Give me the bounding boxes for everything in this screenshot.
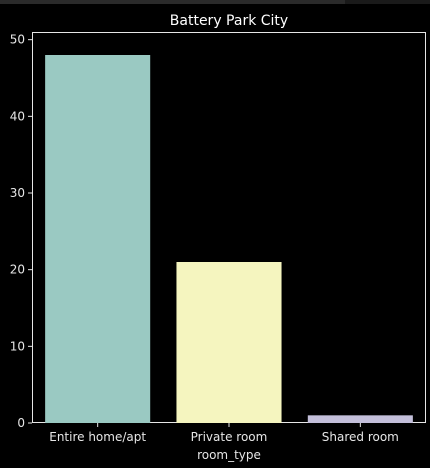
bar-private-room [176, 262, 282, 423]
bars-group [45, 55, 413, 423]
bar-entire-home-apt [45, 55, 151, 423]
y-tick-label: 20 [10, 263, 25, 277]
bar-shared-room [307, 415, 413, 423]
y-axis: 0 10 20 30 40 50 [10, 33, 32, 430]
y-tick-label: 30 [10, 186, 25, 200]
x-axis: Entire home/apt Private room Shared room [49, 423, 399, 444]
chart-title: Battery Park City [170, 13, 288, 29]
x-tick-label: Private room [191, 430, 268, 444]
x-axis-label: room_type [197, 448, 261, 462]
window-edge-dark [345, 0, 430, 4]
y-tick-label: 10 [10, 339, 25, 353]
window-edge [0, 0, 430, 4]
y-tick-label: 0 [17, 416, 25, 430]
x-tick-label: Entire home/apt [49, 430, 146, 444]
x-tick-label: Shared room [322, 430, 399, 444]
y-tick-label: 40 [10, 109, 25, 123]
y-tick-label: 50 [10, 33, 25, 47]
